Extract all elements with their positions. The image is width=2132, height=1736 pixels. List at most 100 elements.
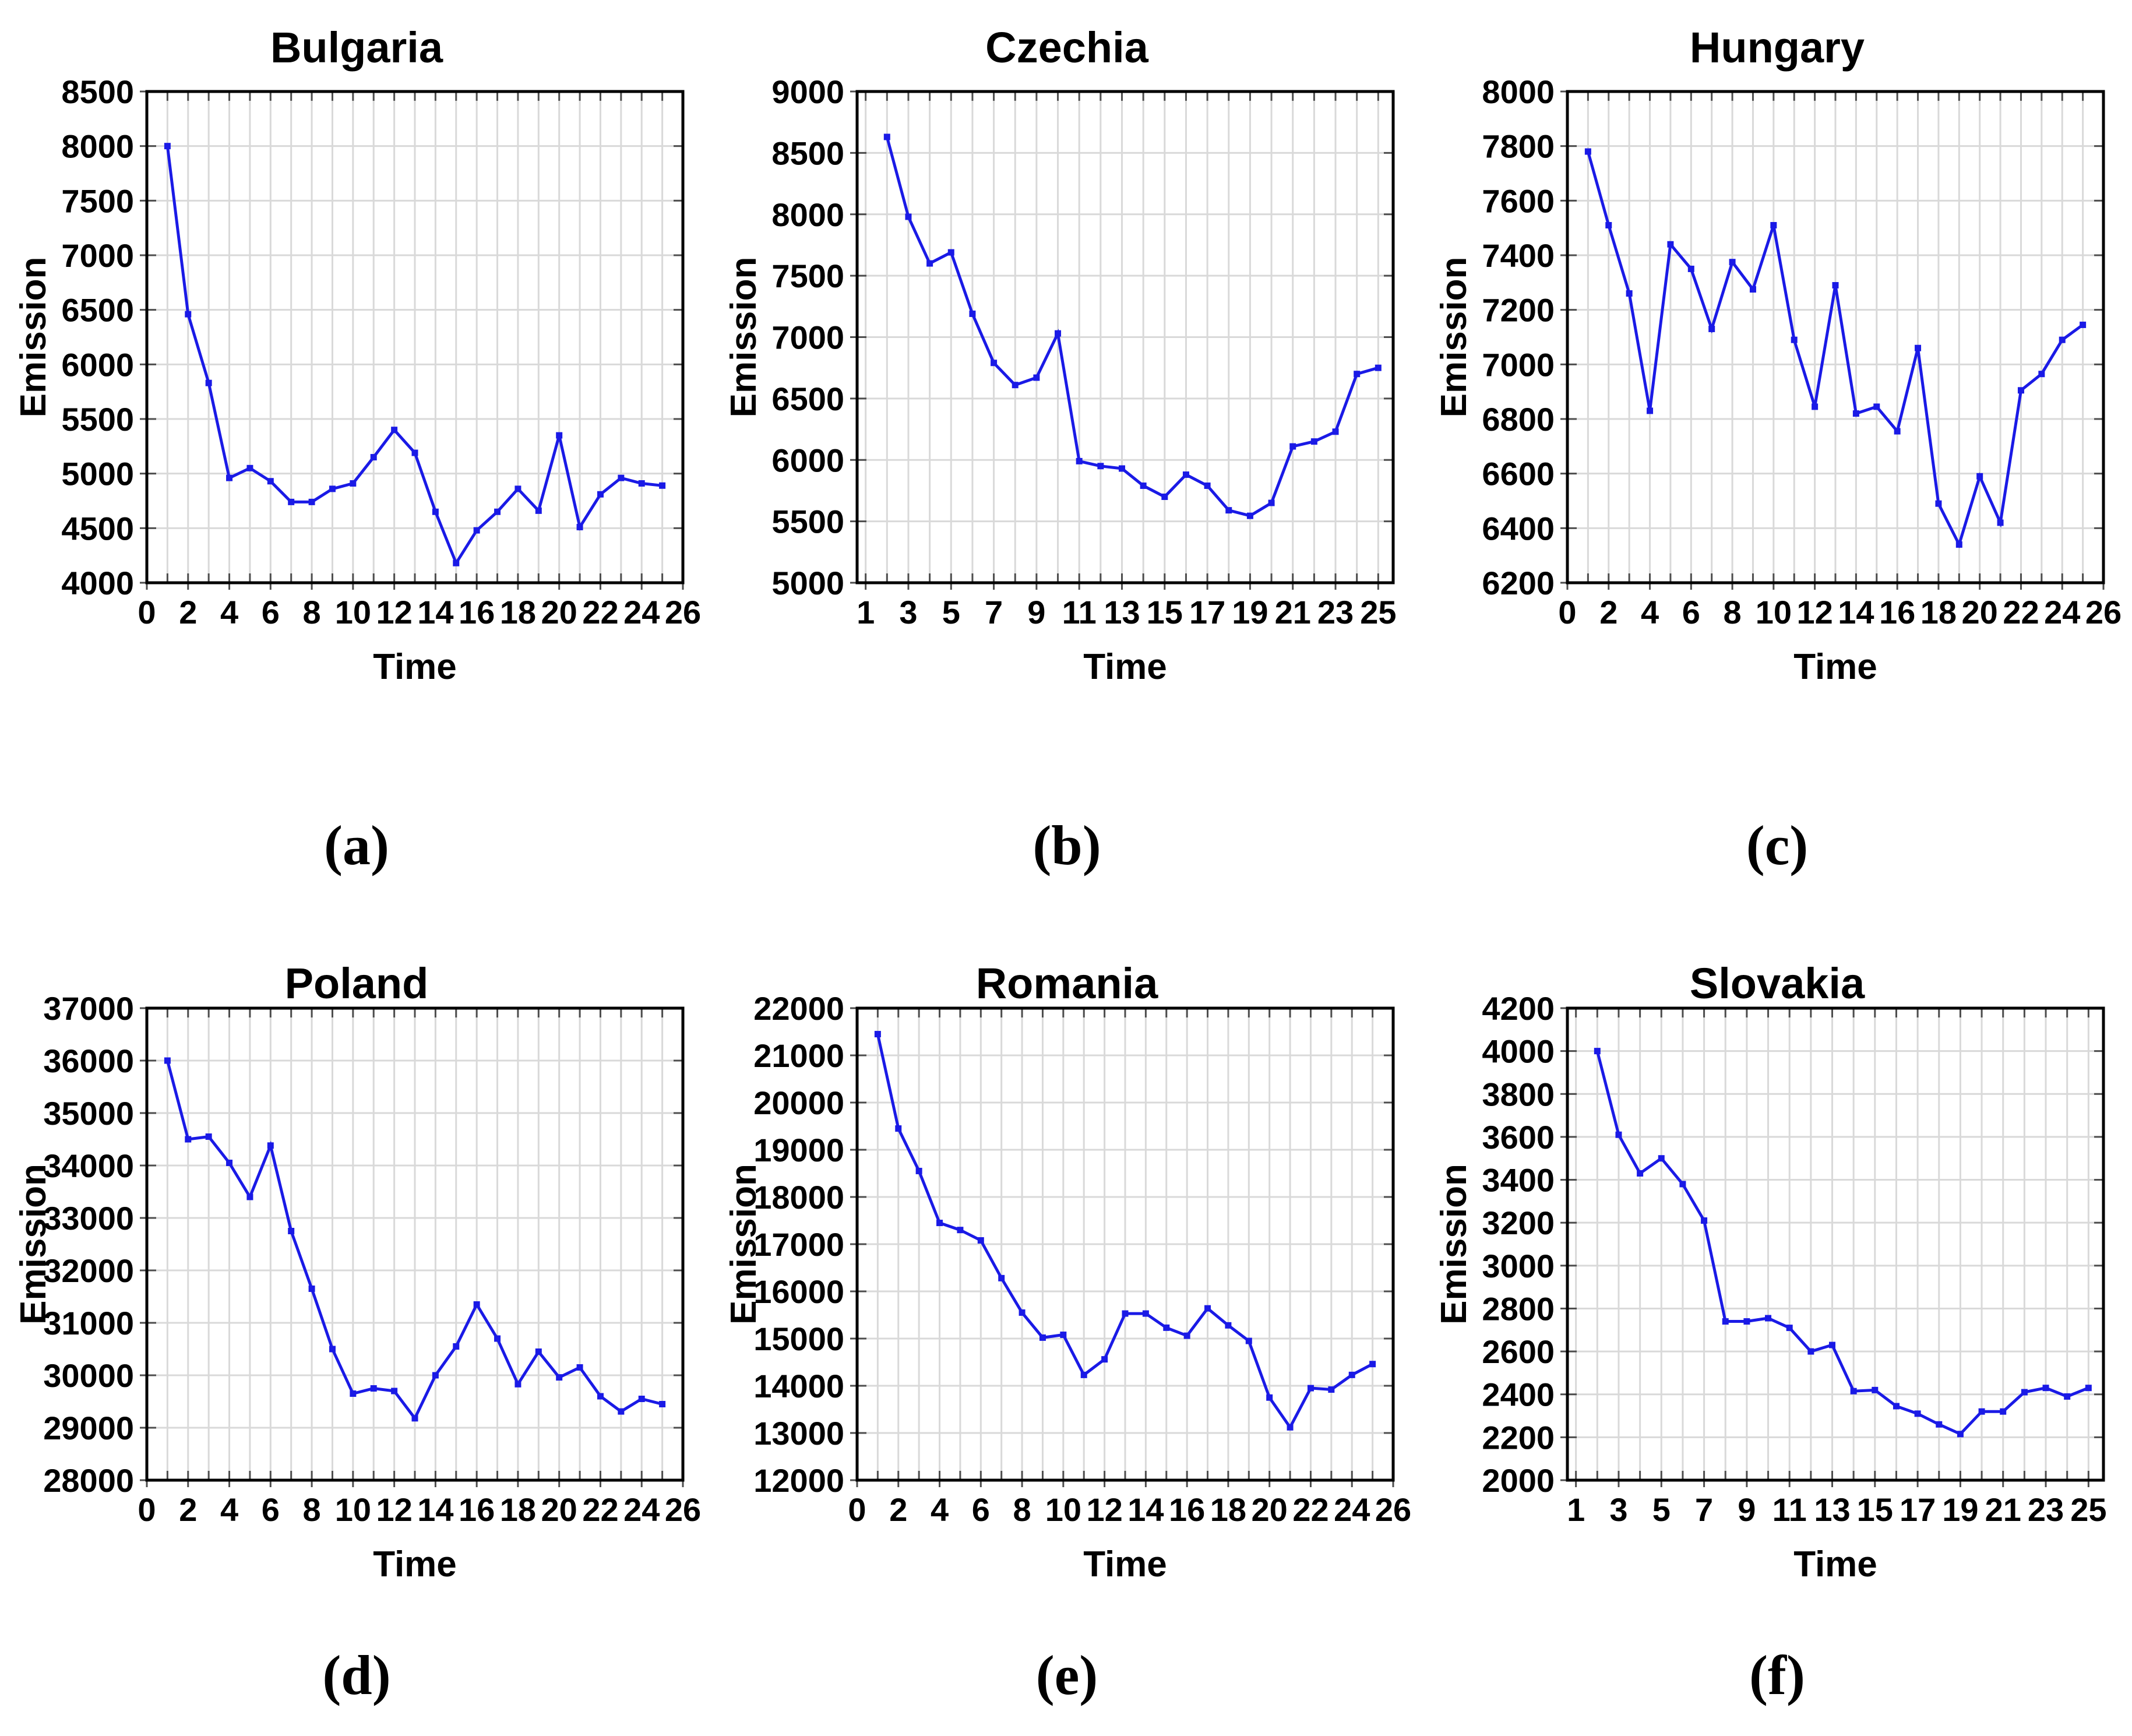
- x-tick-label: 16: [459, 1491, 495, 1528]
- x-tick-label: 12: [376, 594, 412, 631]
- figure-row-top: Bulgaria Emission 4000 4500 5000 5500 6000 65…: [0, 15, 2131, 935]
- x-tick-label: 26: [665, 594, 701, 631]
- x-axis-label: Time: [1083, 1544, 1167, 1584]
- x-axis-label: Time: [373, 647, 457, 687]
- x-tick-label: 14: [417, 594, 453, 631]
- x-tick-label: 23: [1317, 594, 1354, 631]
- panel-label-b: (b): [1032, 814, 1101, 876]
- x-tick-label: 0: [138, 1491, 156, 1528]
- y-tick-label: 20000: [753, 1084, 844, 1121]
- x-tick-label: 16: [1879, 594, 1915, 631]
- x-tick-label: 20: [541, 1491, 577, 1528]
- y-tick-label: 9000: [771, 73, 844, 110]
- x-tick-label: 7: [1695, 1491, 1713, 1528]
- y-tick-label: 6000: [771, 442, 844, 478]
- y-tick-label: 13000: [753, 1415, 844, 1452]
- x-tick-label: 12: [1796, 594, 1833, 631]
- y-axis-label: Emission: [724, 257, 764, 418]
- x-tick-label: 7: [985, 594, 1003, 631]
- y-tick-label: 8000: [61, 128, 134, 165]
- chart-title: Bulgaria: [270, 23, 443, 72]
- y-tick-label: 15000: [753, 1321, 844, 1357]
- y-tick-label: 37000: [43, 990, 134, 1027]
- x-tick-label: 21: [1985, 1491, 2021, 1528]
- y-tick-label: 19000: [753, 1132, 844, 1168]
- x-tick-label: 4: [1641, 594, 1659, 631]
- x-tick-label: 13: [1104, 594, 1140, 631]
- x-tick-label: 8: [302, 594, 320, 631]
- x-tick-label: 4: [220, 1491, 238, 1528]
- x-tick-label: 24: [1334, 1491, 1370, 1528]
- x-tick-label: 20: [1962, 594, 1998, 631]
- y-tick-label: 5000: [771, 565, 844, 601]
- chart-title: Hungary: [1690, 23, 1865, 72]
- x-tick-label: 21: [1275, 594, 1311, 631]
- y-tick-label: 31000: [43, 1305, 134, 1341]
- y-tick-label: 2600: [1482, 1333, 1555, 1370]
- x-axis-label: Time: [1083, 647, 1167, 687]
- plot-area: 6200640066006800700072007400760078008000…: [1482, 73, 2122, 631]
- x-tick-label: 10: [1756, 594, 1792, 631]
- x-tick-label: 11: [1772, 1491, 1807, 1528]
- x-tick-label: 18: [1210, 1491, 1246, 1528]
- y-tick-label: 2800: [1482, 1290, 1555, 1327]
- y-tick-label: 7800: [1482, 128, 1555, 165]
- x-tick-label: 3: [899, 594, 917, 631]
- x-tick-label: 10: [335, 1491, 371, 1528]
- x-tick-label: 1: [1567, 1491, 1585, 1528]
- y-tick-label: 18000: [753, 1179, 844, 1216]
- x-tick-label: 4: [220, 594, 238, 631]
- x-tick-label: 13: [1814, 1491, 1850, 1528]
- x-tick-label: 25: [2070, 1491, 2106, 1528]
- x-tick-label: 19: [1942, 1491, 1978, 1528]
- y-tick-label: 7600: [1482, 182, 1555, 219]
- chart-panel-poland: Poland Emission 28000 29000 30000 31000 3200…: [0, 953, 710, 1736]
- y-tick-label: 3400: [1482, 1162, 1555, 1199]
- y-tick-label: 4000: [61, 565, 134, 601]
- x-tick-label: 10: [1045, 1491, 1081, 1528]
- plot-area: 12000 13000 14000 15000 16000 17000 18000 19000…: [753, 990, 1411, 1528]
- x-tick-label: 0: [138, 594, 156, 631]
- y-tick-label: 6600: [1482, 456, 1555, 492]
- panel-label-e: (e): [1036, 1644, 1098, 1706]
- x-tick-label: 26: [665, 1491, 701, 1528]
- x-tick-label: 19: [1232, 594, 1268, 631]
- x-axis-label: Time: [373, 1544, 457, 1584]
- chart-title: Poland: [285, 959, 429, 1008]
- y-tick-label: 7500: [61, 182, 134, 219]
- x-tick-label: 3: [1609, 1491, 1627, 1528]
- x-tick-label: 20: [1252, 1491, 1288, 1528]
- chart-panel-slovakia: Slovakia Emission 2000 2200 2400 2600 2800 30…: [1421, 953, 2131, 1736]
- x-tick-label: 6: [1682, 594, 1700, 631]
- y-tick-label: 2200: [1482, 1419, 1555, 1456]
- x-axis-label: Time: [1793, 647, 1877, 687]
- x-tick-label: 14: [1838, 594, 1874, 631]
- y-tick-label: 6500: [771, 381, 844, 417]
- y-tick-label: 30000: [43, 1357, 134, 1394]
- x-tick-label: 22: [582, 1491, 618, 1528]
- x-tick-label: 4: [931, 1491, 949, 1528]
- y-tick-label: 33000: [43, 1200, 134, 1237]
- y-tick-label: 5500: [61, 401, 134, 438]
- x-tick-label: 11: [1062, 594, 1097, 631]
- x-tick-label: 5: [1652, 1491, 1671, 1528]
- y-tick-label: 14000: [753, 1368, 844, 1404]
- y-tick-label: 6200: [1482, 565, 1555, 601]
- x-tick-label: 0: [848, 1491, 866, 1528]
- x-tick-label: 15: [1147, 594, 1183, 631]
- x-tick-label: 8: [302, 1491, 320, 1528]
- x-tick-label: 6: [972, 1491, 990, 1528]
- y-axis-label: Emission: [13, 257, 54, 418]
- chart-panel-bulgaria: Bulgaria Emission 4000 4500 5000 5500 6000 65…: [0, 15, 710, 935]
- poland-line-chart: Poland Emission 28000 29000 30000 31000 3200…: [13, 959, 701, 1706]
- y-tick-label: 4500: [61, 510, 134, 547]
- y-tick-label: 8500: [61, 73, 134, 110]
- x-tick-label: 2: [889, 1491, 907, 1528]
- x-tick-label: 18: [1920, 594, 1957, 631]
- x-tick-label: 2: [179, 594, 197, 631]
- y-tick-label: 28000: [43, 1462, 134, 1499]
- bulgaria-line-chart: Bulgaria Emission 4000 4500 5000 5500 6000 65…: [13, 23, 701, 876]
- y-tick-label: 3800: [1482, 1076, 1555, 1112]
- chart-panel-hungary: Hungary Emission 6200 6400 6600 6800 7000 720…: [1421, 15, 2131, 935]
